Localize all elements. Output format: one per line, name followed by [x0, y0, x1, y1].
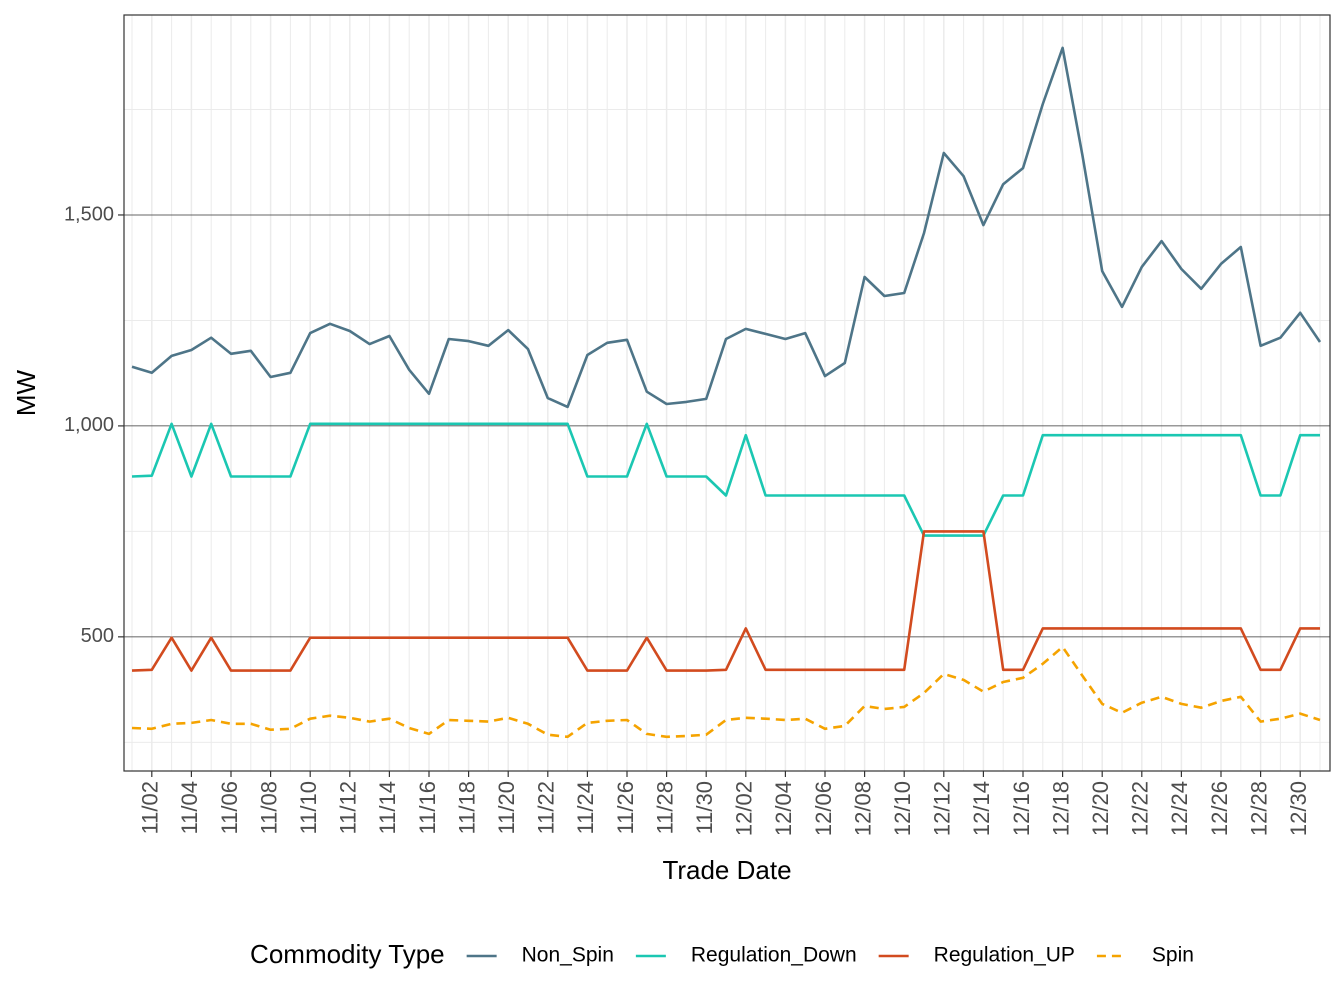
x-tick-label: 12/12 — [930, 781, 955, 836]
x-tick-label: 11/06 — [217, 781, 242, 834]
x-tick-label: 11/28 — [652, 781, 677, 834]
legend-label: Non_Spin — [522, 944, 614, 967]
y-tick-label: 1,500 — [64, 203, 114, 225]
x-tick-label: 11/12 — [336, 781, 361, 834]
x-tick-label: 12/14 — [969, 781, 994, 836]
x-tick-label: 12/28 — [1246, 781, 1271, 836]
x-tick-label: 11/20 — [494, 781, 519, 834]
x-tick-label: 12/22 — [1128, 781, 1153, 836]
plot-border — [123, 14, 1331, 772]
x-tick-label: 12/06 — [811, 781, 836, 836]
x-tick-label: 11/30 — [692, 781, 717, 834]
x-tick-label: 11/10 — [296, 781, 321, 834]
series-line — [131, 645, 1321, 739]
series-line — [131, 422, 1320, 537]
series-line — [131, 530, 1320, 672]
x-tick-label: 12/08 — [850, 781, 875, 836]
plot-background — [124, 15, 1330, 771]
legend-label: Spin — [1152, 944, 1194, 967]
x-tick-label: 12/10 — [890, 781, 915, 836]
y-tick-label: 1,000 — [64, 414, 114, 436]
legend-label: Regulation_Down — [691, 944, 857, 967]
x-tick-label: 12/30 — [1286, 781, 1311, 836]
series-line — [131, 46, 1322, 409]
x-tick-label: 12/26 — [1207, 781, 1232, 836]
x-tick-label: 11/24 — [573, 781, 598, 834]
x-tick-label: 12/20 — [1088, 781, 1113, 836]
x-tick-label: 11/08 — [256, 781, 281, 834]
y-tick-label: 500 — [81, 625, 114, 647]
x-tick-label: 11/04 — [177, 781, 202, 834]
legend-title: Commodity Type — [250, 939, 445, 969]
x-tick-label: 11/16 — [415, 781, 440, 834]
x-tick-label: 11/02 — [138, 781, 163, 834]
x-axis-title: Trade Date — [662, 855, 791, 885]
x-tick-label: 12/18 — [1048, 781, 1073, 836]
x-tick-label: 12/16 — [1009, 781, 1034, 836]
x-tick-label: 11/14 — [375, 781, 400, 834]
x-tick-label: 11/26 — [613, 781, 638, 834]
x-tick-label: 12/02 — [732, 781, 757, 836]
x-tick-label: 12/24 — [1167, 781, 1192, 836]
x-tick-label: 12/04 — [771, 781, 796, 836]
x-tick-label: 11/22 — [534, 781, 559, 834]
legend: Commodity Type Non_Spin Regulation_Down Reg… — [250, 939, 1194, 969]
legend-label: Regulation_UP — [934, 944, 1075, 967]
x-tick-label: 11/18 — [454, 781, 479, 834]
y-axis-title: MW — [11, 369, 41, 416]
